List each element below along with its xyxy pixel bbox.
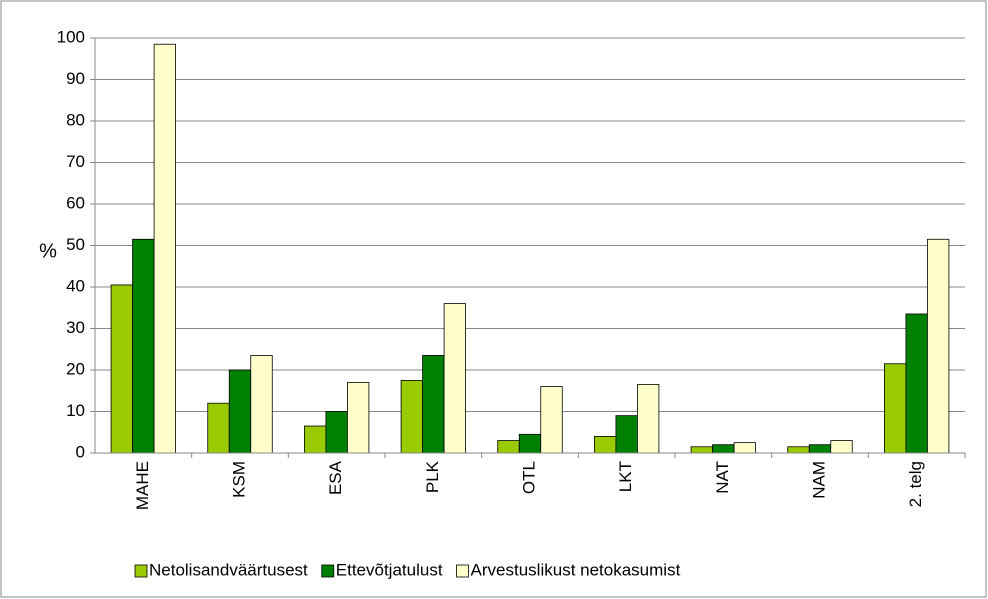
bar (400, 379, 423, 454)
y-tick-label: 100 (57, 27, 85, 46)
y-tick-label: 30 (66, 318, 85, 337)
x-tick-label: KSM (229, 461, 248, 498)
y-tick-label: 10 (66, 401, 85, 420)
bar (927, 238, 950, 454)
y-tick-label: 40 (66, 276, 85, 295)
bar (615, 415, 638, 454)
y-tick-label: 80 (66, 110, 85, 129)
legend-label: Arvestuslikust netokasumist (471, 560, 681, 579)
x-tick-label: OTL (519, 461, 538, 494)
y-tick-label: 50 (66, 235, 85, 254)
y-axis-label: % (39, 240, 57, 262)
y-tick-label: 70 (66, 152, 85, 171)
x-tick-label: NAT (713, 461, 732, 494)
bar (207, 402, 230, 454)
bar (637, 384, 660, 454)
x-tick-label: LKT (616, 461, 635, 492)
x-tick-label: PLK (423, 460, 442, 493)
bar (905, 313, 928, 454)
y-tick-label: 90 (66, 69, 85, 88)
legend-swatch (456, 564, 469, 578)
bar (443, 303, 466, 454)
bar (304, 425, 327, 454)
x-tick-label: NAM (809, 461, 828, 499)
bar (497, 440, 520, 454)
bar (808, 444, 832, 454)
bar (594, 435, 617, 454)
bar (132, 238, 155, 454)
legend-swatch (321, 564, 335, 578)
x-tick-label: ESA (326, 460, 345, 495)
bar (110, 284, 133, 454)
y-tick-label: 20 (66, 359, 85, 378)
bar (153, 43, 176, 454)
bar (690, 446, 713, 454)
bar (830, 440, 853, 454)
bar (325, 411, 348, 454)
bar (518, 433, 542, 454)
x-tick-label: MAHE (133, 461, 152, 510)
bar (347, 382, 370, 454)
legend-label: Netolisandväärtusest (149, 560, 308, 579)
legend-label: Ettevõtjatulust (336, 560, 443, 579)
y-tick-label: 0 (76, 442, 85, 461)
bar (733, 442, 756, 454)
y-tick-label: 60 (66, 193, 85, 212)
bar (228, 369, 252, 454)
bar (712, 444, 735, 454)
bar (540, 386, 563, 454)
legend-swatch (134, 564, 148, 578)
x-tick-label: 2. telg (906, 461, 925, 507)
bar (787, 446, 810, 454)
bar (422, 355, 445, 454)
bar (250, 355, 273, 454)
bar (884, 363, 907, 454)
